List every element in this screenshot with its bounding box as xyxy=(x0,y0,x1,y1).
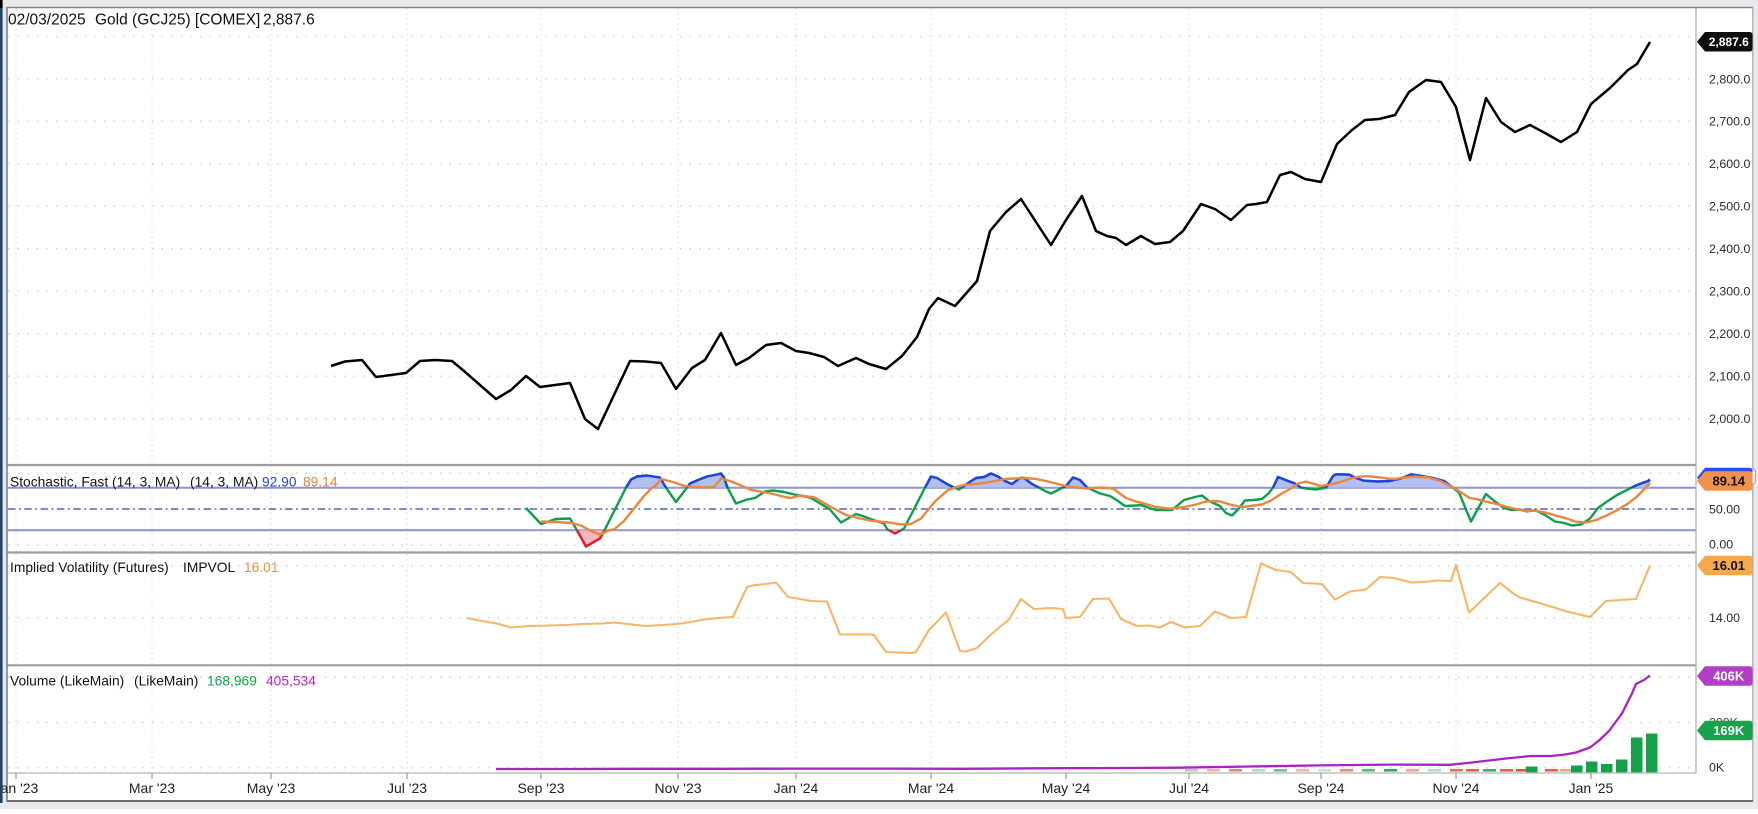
svg-text:Nov '24: Nov '24 xyxy=(1432,780,1479,796)
svg-text:2,500.0: 2,500.0 xyxy=(1709,200,1750,214)
svg-text:Jan '23: Jan '23 xyxy=(0,780,39,796)
svg-text:2,000.0: 2,000.0 xyxy=(1709,412,1750,426)
svg-text:Sep '23: Sep '23 xyxy=(517,780,564,796)
svg-text:Jan '25: Jan '25 xyxy=(1569,780,1614,796)
svg-text:Jan '24: Jan '24 xyxy=(774,780,819,796)
svg-text:0.00: 0.00 xyxy=(1709,537,1733,551)
svg-text:406K: 406K xyxy=(1713,668,1745,683)
svg-text:2,100.0: 2,100.0 xyxy=(1709,370,1750,384)
svg-text:89.14: 89.14 xyxy=(1712,473,1745,488)
svg-text:Sep '24: Sep '24 xyxy=(1297,780,1344,796)
svg-text:16.01: 16.01 xyxy=(1712,558,1745,573)
svg-text:Nov '23: Nov '23 xyxy=(654,780,701,796)
svg-text:2,887.6: 2,887.6 xyxy=(1709,35,1749,49)
svg-text:Jul '23: Jul '23 xyxy=(387,780,427,796)
svg-text:Mar '24: Mar '24 xyxy=(908,780,954,796)
svg-text:Implied Volatility (Futures)IM: Implied Volatility (Futures) IMPVOL 16.01 xyxy=(10,560,279,575)
svg-text:Stochastic, Fast (14, 3, MA)(1: Stochastic, Fast (14, 3, MA) (14, 3, MA) 9… xyxy=(10,475,338,490)
svg-text:2,700.0: 2,700.0 xyxy=(1709,115,1750,129)
svg-text:50.00: 50.00 xyxy=(1709,502,1740,516)
svg-text:14.00: 14.00 xyxy=(1709,611,1740,625)
svg-text:Mar '23: Mar '23 xyxy=(129,780,175,796)
svg-text:2,300.0: 2,300.0 xyxy=(1709,285,1750,299)
svg-text:2,600.0: 2,600.0 xyxy=(1709,157,1750,171)
svg-text:169K: 169K xyxy=(1713,723,1745,738)
svg-text:2,400.0: 2,400.0 xyxy=(1709,242,1750,256)
svg-text:May '23: May '23 xyxy=(247,780,296,796)
svg-text:2,200.0: 2,200.0 xyxy=(1709,327,1750,341)
svg-text:2,800.0: 2,800.0 xyxy=(1709,72,1750,86)
svg-text:Jul '24: Jul '24 xyxy=(1169,780,1209,796)
svg-text:May '24: May '24 xyxy=(1042,780,1091,796)
svg-text:Volume (LikeMain)(LikeMain)168: Volume (LikeMain) (LikeMain) 168,969 405,53… xyxy=(10,674,316,689)
svg-text:0K: 0K xyxy=(1709,761,1725,775)
